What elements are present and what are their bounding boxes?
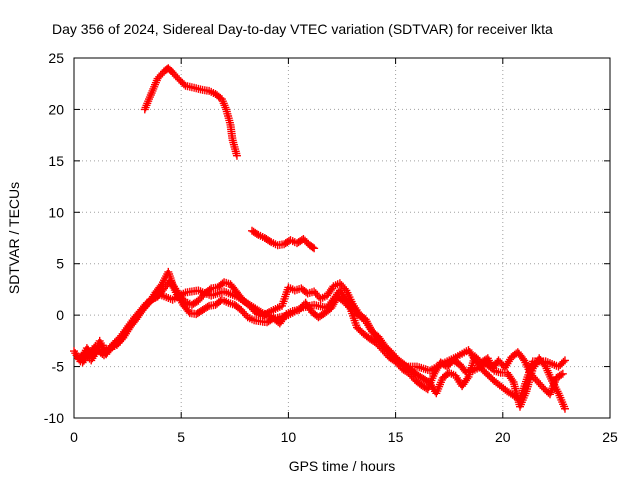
y-tick-label: 25 [48,50,64,66]
data-series [70,64,569,413]
series-markers [140,64,241,160]
y-tick-labels: -10 -5 0 5 10 15 20 25 [44,50,64,426]
x-tick-label: 0 [70,429,78,445]
series-track-low-c [78,286,569,404]
y-tick-label: 5 [56,256,64,272]
y-tick-label: -5 [52,359,65,375]
series-track-high [140,64,241,160]
x-tick-label: 15 [388,429,404,445]
y-tick-label: -10 [44,410,64,426]
x-tick-label: 25 [602,429,618,445]
axis-ticks [73,57,611,419]
series-markers [74,267,569,413]
x-tick-label: 5 [177,429,185,445]
x-axis-label: GPS time / hours [289,458,396,474]
x-tick-labels: 0 5 10 15 20 25 [70,429,618,445]
y-tick-label: 10 [48,204,64,220]
chart-title: Day 356 of 2024, Sidereal Day-to-day VTE… [52,21,553,37]
plot-frame [73,57,611,419]
series-track-low-b [74,267,569,413]
series-track-mid [248,226,319,253]
y-tick-label: 20 [48,101,64,117]
series-markers [78,286,569,404]
x-tick-label: 20 [495,429,511,445]
y-tick-label: 0 [56,307,64,323]
series-markers [248,226,319,253]
y-tick-label: 15 [48,153,64,169]
grid-lines [74,58,610,418]
y-axis-label: SDTVAR / TECUs [6,182,22,294]
x-tick-label: 10 [281,429,297,445]
